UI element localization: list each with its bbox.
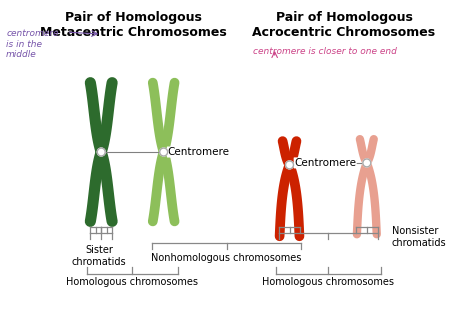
Circle shape: [160, 148, 168, 156]
Text: Pair of Homologous
Metacentric Chromosomes: Pair of Homologous Metacentric Chromosom…: [39, 11, 226, 39]
Text: Homologous chromosomes: Homologous chromosomes: [262, 277, 394, 287]
Text: Pair of Homologous
Acrocentric Chromosomes: Pair of Homologous Acrocentric Chromosom…: [253, 11, 436, 39]
Circle shape: [285, 161, 293, 169]
Text: Homologous chromosomes: Homologous chromosomes: [66, 277, 199, 287]
Text: centromere is closer to one end: centromere is closer to one end: [253, 47, 397, 56]
Text: Nonsister
chromatids: Nonsister chromatids: [392, 226, 446, 248]
Circle shape: [363, 159, 371, 167]
Text: Sister
chromatids: Sister chromatids: [72, 245, 127, 267]
Circle shape: [97, 148, 105, 156]
Text: centromere
is in the
middle: centromere is in the middle: [6, 29, 59, 59]
Text: Centromere: Centromere: [167, 147, 229, 157]
Text: Centromere: Centromere: [294, 158, 356, 168]
Text: Nonhomologous chromosomes: Nonhomologous chromosomes: [151, 253, 302, 263]
